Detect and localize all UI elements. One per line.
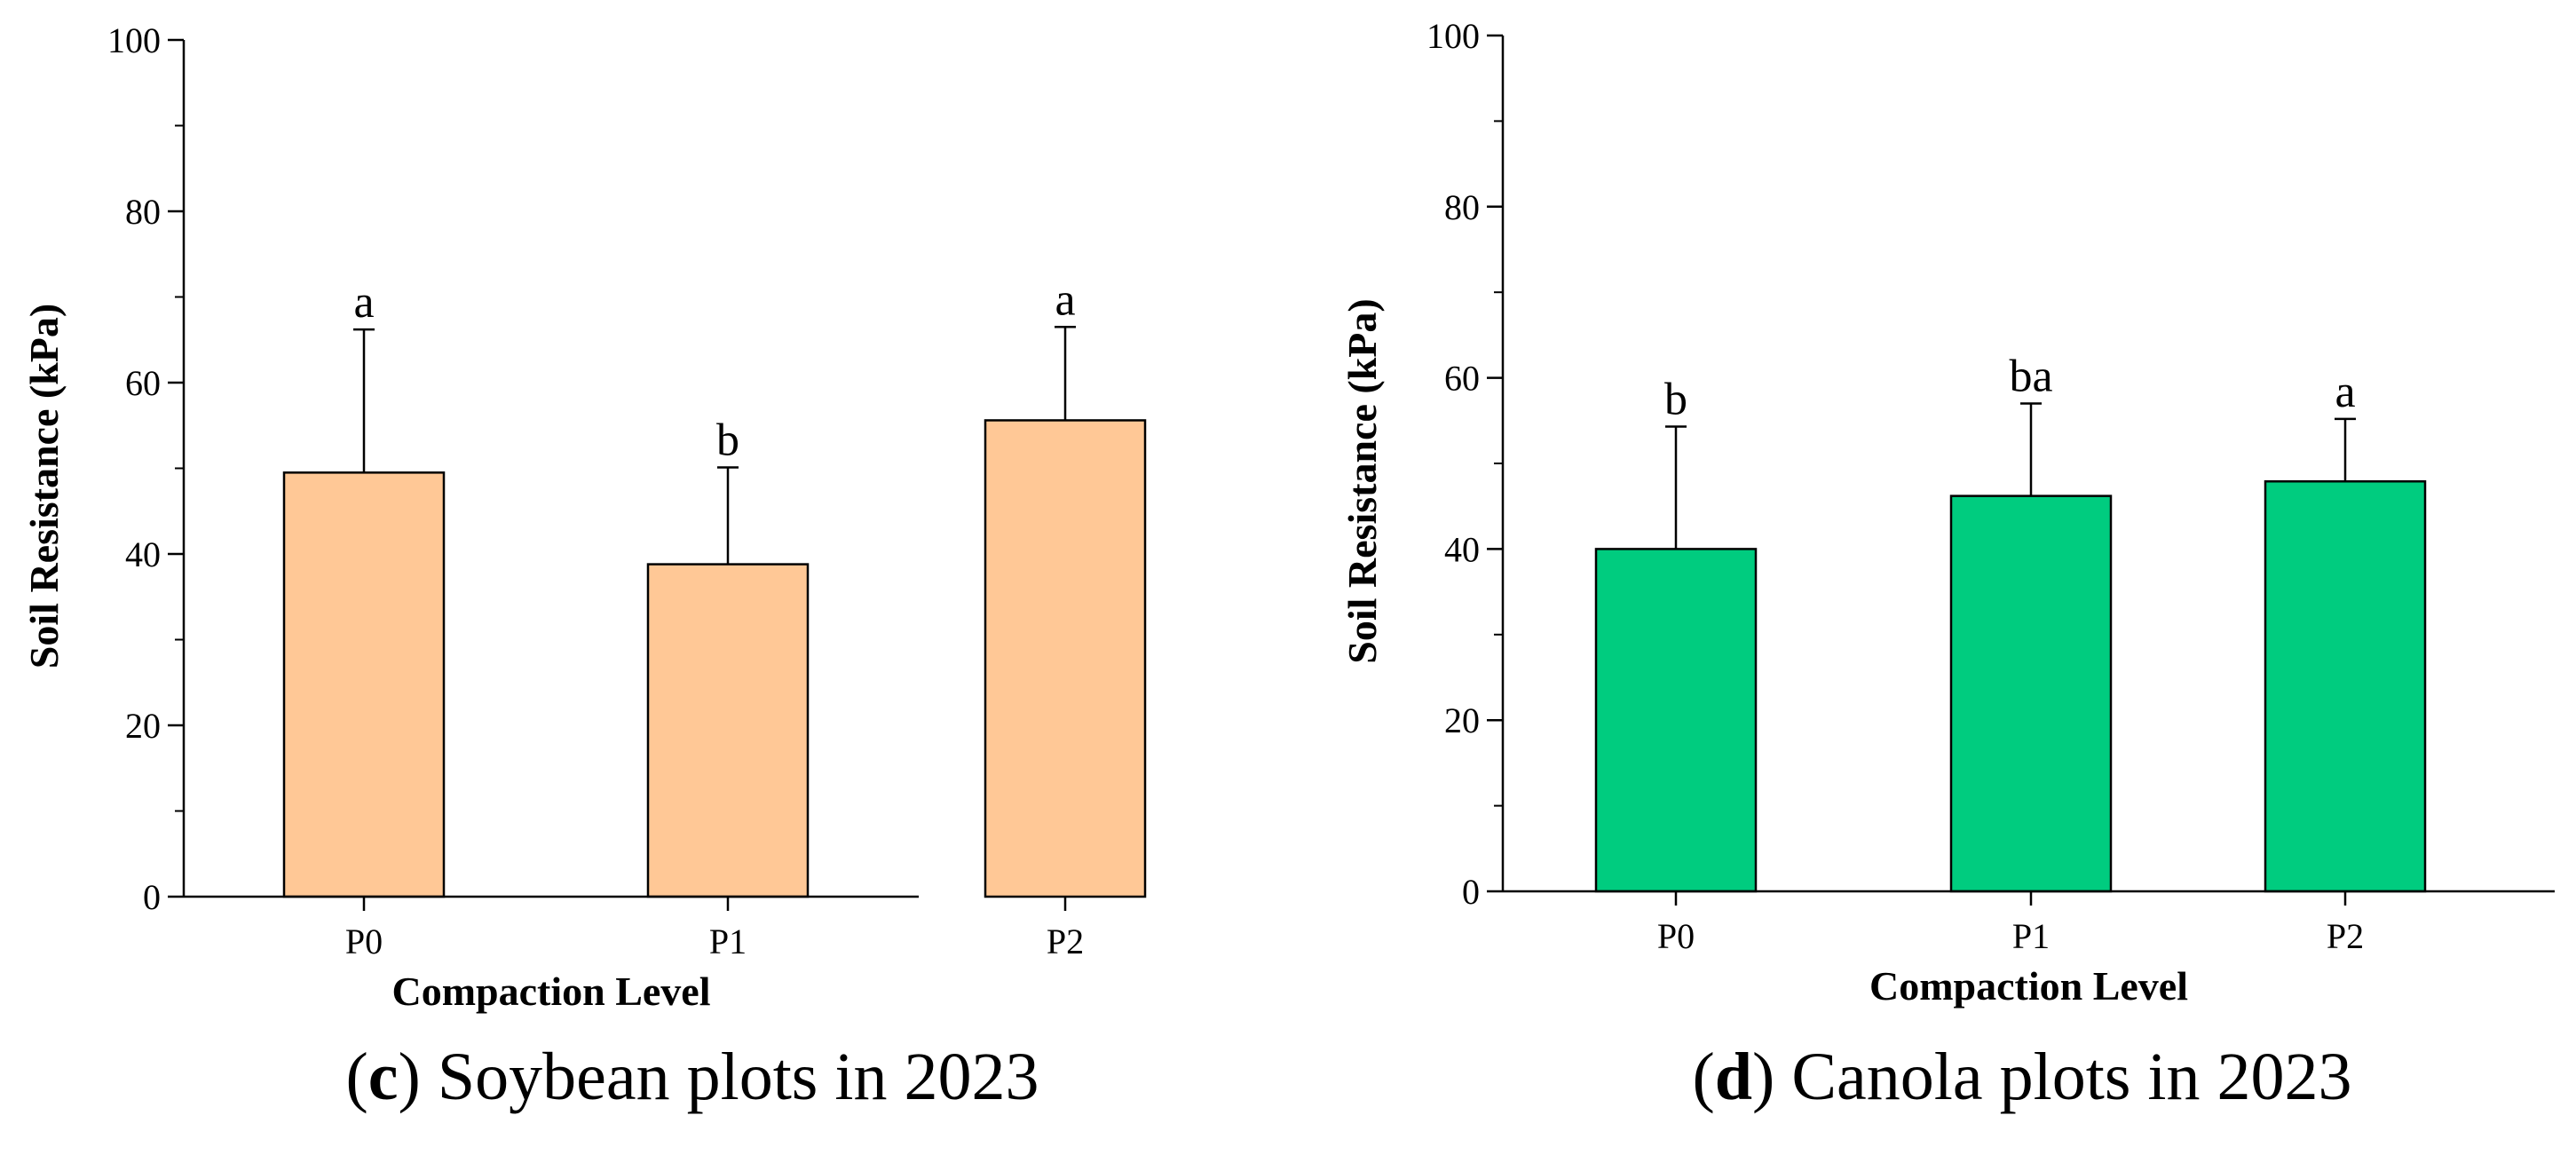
- significance-label: ba: [2009, 352, 2052, 402]
- y-tick-label: 100: [1426, 16, 1480, 56]
- significance-label: a: [2335, 367, 2355, 417]
- x-axis-title: Compaction Level: [391, 969, 710, 1014]
- chart-panel-d: b ba a 0 20 40 60 80 100 P0 P1 P2 Compaction Level So…: [1339, 16, 2555, 1009]
- y-tick-label: 60: [1444, 359, 1480, 399]
- y-axis-title: Soil Resistance (kPa): [1339, 298, 1385, 663]
- y-tick-label: 60: [125, 363, 161, 403]
- y-tick-label: 0: [1462, 872, 1480, 912]
- chart-panel-c: a b a 0 20 40 60 80 100 P0 P1 P2 Compaction Level Soi…: [21, 20, 1147, 1014]
- y-tick-label: 20: [125, 706, 161, 746]
- y-tick-label: 0: [143, 877, 161, 917]
- significance-label: b: [1664, 375, 1687, 425]
- bar-p0: [1594, 548, 1758, 893]
- caption-d: (d) Canola plots in 2023: [1692, 1040, 2352, 1114]
- x-tick-label: P2: [2327, 916, 2364, 956]
- caption-c: (c) Soybean plots in 2023: [345, 1040, 1039, 1114]
- caption-d-letter: d: [1714, 1040, 1753, 1114]
- bar-p2: [984, 419, 1147, 898]
- significance-label: b: [716, 415, 739, 466]
- caption-d-text: Canola plots in 2023: [1791, 1040, 2352, 1114]
- y-axis-title: Soil Resistance (kPa): [21, 304, 67, 668]
- y-tick-label: 80: [125, 192, 161, 232]
- y-tick-label: 100: [107, 20, 161, 60]
- significance-label: a: [1055, 274, 1075, 325]
- y-tick-label: 80: [1444, 187, 1480, 227]
- caption-c-letter: c: [367, 1040, 399, 1114]
- x-tick-label: P1: [709, 922, 747, 961]
- bar-p1: [646, 563, 810, 898]
- caption-c-text: Soybean plots in 2023: [437, 1040, 1039, 1114]
- bar-p0: [282, 471, 446, 898]
- y-tick-label: 40: [125, 534, 161, 574]
- x-tick-label: P2: [1047, 922, 1084, 961]
- bar-p2: [2264, 479, 2427, 893]
- x-tick-label: P0: [1657, 916, 1695, 956]
- y-tick-label: 40: [1444, 529, 1480, 569]
- y-tick-label: 20: [1444, 700, 1480, 740]
- x-tick-label: P1: [2012, 916, 2050, 956]
- x-tick-label: P0: [345, 922, 383, 961]
- x-axis-title: Compaction Level: [1869, 963, 2188, 1009]
- bar-p1: [1949, 494, 2113, 893]
- significance-label: a: [353, 277, 374, 328]
